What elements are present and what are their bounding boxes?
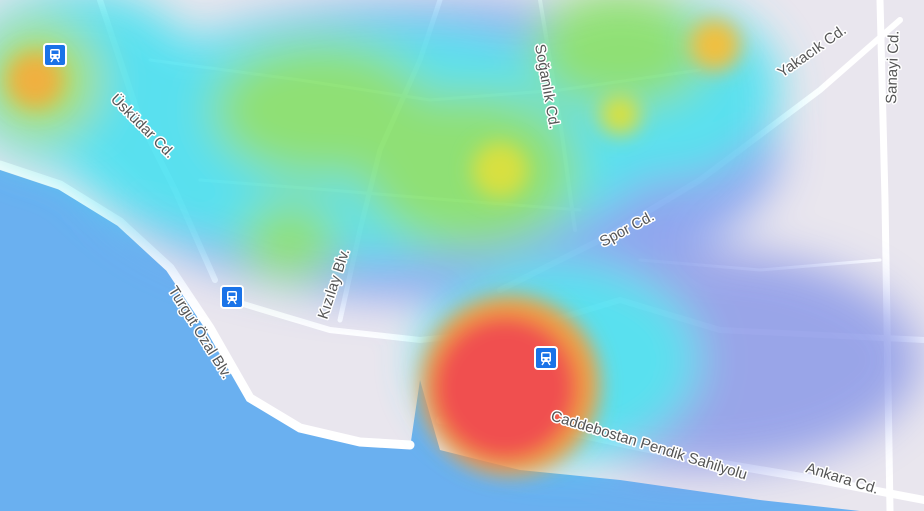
street-label: Sanayi Cd.: [883, 30, 903, 104]
train-station-icon[interactable]: [220, 285, 244, 309]
sea: [0, 170, 860, 511]
heatmap-layer: [0, 0, 920, 475]
train-station-icon[interactable]: [43, 43, 67, 67]
train-station-icon[interactable]: [534, 346, 558, 370]
